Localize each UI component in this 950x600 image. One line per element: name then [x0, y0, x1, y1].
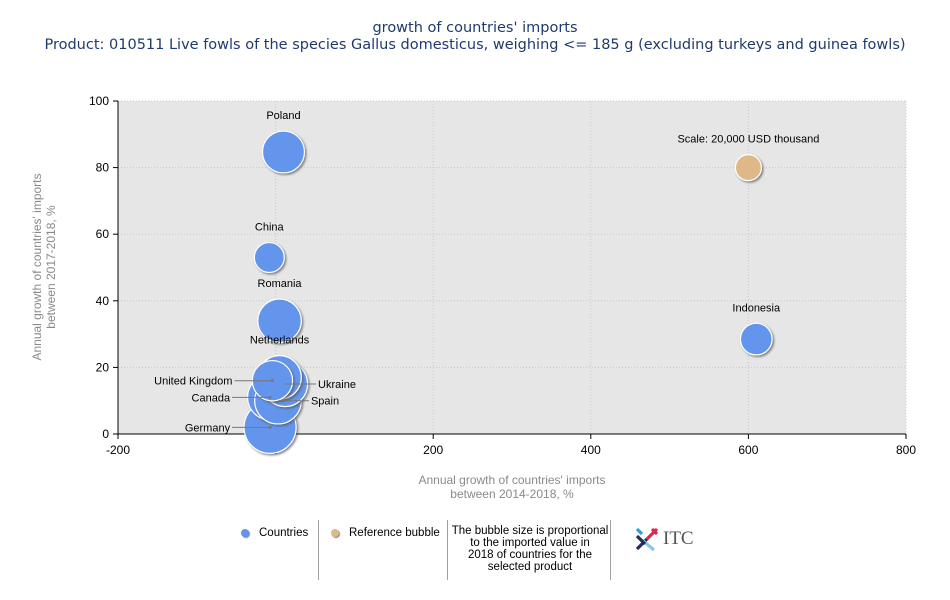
x-tick-label: 600 [738, 443, 758, 457]
x-tick-label: 800 [896, 443, 916, 457]
countries-legend-dot-icon [241, 528, 249, 537]
bubble-label: Ukraine [318, 379, 356, 391]
legend-countries[interactable]: Countries [241, 527, 308, 539]
y-tick-label: 100 [89, 94, 109, 108]
bubble-indonesia[interactable] [739, 322, 773, 356]
x-tick-label: -200 [106, 443, 130, 457]
gridlines [118, 100, 907, 434]
itc-logo: ITC [634, 526, 694, 552]
bubble-poland[interactable] [261, 130, 306, 174]
legend-divider [610, 520, 611, 580]
legend-note-line: 2018 of countries for the [467, 549, 593, 561]
x-axis-title-line1: Annual growth of countries' imports [418, 473, 605, 487]
bubble-label: Germany [185, 422, 231, 434]
bubble-china[interactable] [253, 241, 285, 274]
reference-legend-dot-icon [331, 528, 339, 537]
itc-logo-text: ITC [663, 528, 694, 549]
x-tick-label: 400 [581, 443, 601, 457]
bubble-label: Indonesia [732, 302, 781, 314]
x-tick-label: 200 [423, 443, 443, 457]
legend-divider [318, 520, 319, 580]
legend-countries-label: Countries [259, 527, 309, 539]
bubble-label: Scale: 20,000 USD thousand [677, 134, 819, 146]
y-axis-title-line1: Annual growth of countries' imports [30, 173, 44, 360]
bubble-label: Canada [192, 392, 231, 404]
legend-note: The bubble size is proportional to the i… [450, 525, 610, 573]
bubble-label: Poland [266, 110, 300, 122]
y-tick-label: 80 [96, 161, 110, 175]
y-tick-label: 0 [102, 427, 109, 441]
bubble-label: United Kingdom [154, 376, 232, 388]
legend-divider [447, 520, 448, 580]
chart-title: growth of countries' imports [372, 20, 578, 36]
label-anchor-dot [270, 379, 274, 383]
legend-reference[interactable]: Reference bubble [331, 527, 440, 539]
bubble-label: Romania [258, 278, 303, 290]
legend-reference-label: Reference bubble [349, 527, 440, 539]
y-tick-label: 60 [96, 227, 110, 241]
bubble-scale-20-000-usd-thousand[interactable] [734, 154, 763, 182]
label-anchor-dot [268, 425, 272, 429]
legend-note-line: selected product [487, 561, 573, 573]
bubble-labels: Germany Canada Spain Ukraine Netherlands Unit… [154, 110, 819, 434]
y-tick-label: 20 [96, 360, 110, 374]
legend-note-line: The bubble size is proportional [451, 525, 609, 537]
y-tick-label: 40 [96, 294, 110, 308]
bubble-romania[interactable] [257, 298, 302, 344]
y-axis-title-line2: between 2017-2018, % [44, 205, 58, 329]
label-anchor-dot [268, 395, 272, 399]
x-axis-title-line2: between 2014-2018, % [450, 487, 574, 501]
bubble-label: China [255, 222, 285, 234]
chart-subtitle: Product: 010511 Live fowls of the specie… [44, 37, 906, 53]
bubble-label: Netherlands [250, 335, 310, 347]
plot-area [118, 101, 906, 434]
bubble-label: Spain [311, 396, 339, 408]
itc-logo-icon [635, 527, 659, 552]
legend-note-line: to the imported value in [470, 537, 590, 549]
